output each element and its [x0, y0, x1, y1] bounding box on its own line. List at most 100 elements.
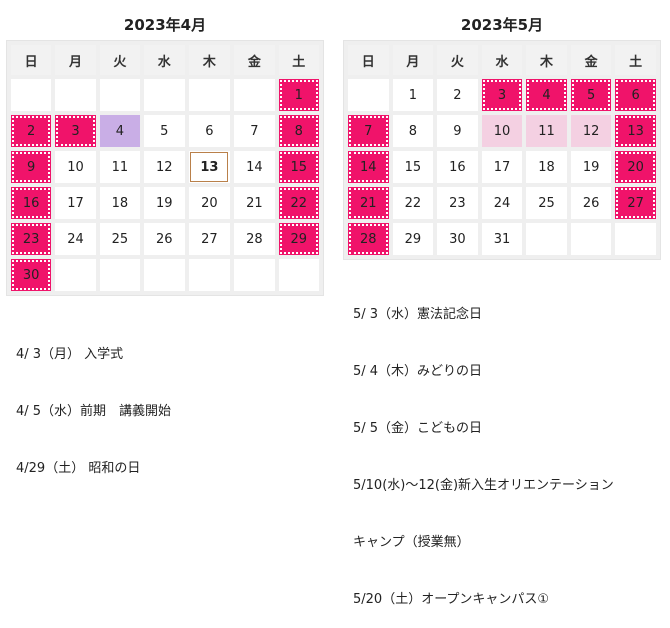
day-cell-event[interactable]: 10: [481, 115, 523, 147]
day-cell-holiday[interactable]: 4: [526, 79, 567, 111]
day-cell[interactable]: 17: [55, 187, 96, 219]
day-cell-holiday[interactable]: 6: [615, 79, 656, 111]
day-cell[interactable]: 23: [437, 187, 478, 219]
event-notes-april: 4/ 3（月） 入学式 4/ 5（水）前期 講義開始 4/29（土） 昭和の日: [16, 307, 171, 497]
day-cell-holiday[interactable]: 2: [11, 115, 52, 147]
day-cell-holiday[interactable]: 23: [11, 223, 52, 255]
day-cell-holiday[interactable]: 1: [278, 79, 319, 111]
day-cell: [11, 79, 52, 111]
day-cell[interactable]: 19: [144, 187, 185, 219]
event-note: 4/ 5（水）前期 講義開始: [16, 404, 172, 419]
day-cell[interactable]: 18: [99, 187, 141, 219]
weekday-tue: 火: [437, 45, 478, 75]
day-cell[interactable]: 7: [234, 115, 275, 147]
day-cell[interactable]: 19: [570, 151, 612, 183]
event-note: 5/10(水)～12(金)新入生オリエンテーション: [353, 478, 614, 493]
day-cell-holiday[interactable]: 15: [278, 151, 319, 183]
day-cell[interactable]: 26: [570, 187, 612, 219]
day-cell: [144, 79, 185, 111]
weekday-wed: 水: [144, 45, 185, 75]
day-cell-holiday[interactable]: 16: [11, 187, 52, 219]
weekday-wed: 水: [481, 45, 523, 75]
day-cell[interactable]: 22: [392, 187, 434, 219]
day-cell-holiday[interactable]: 8: [278, 115, 319, 147]
day-cell[interactable]: 12: [144, 151, 185, 183]
week-row: 7 8 9 10 11 12 13: [348, 115, 656, 147]
week-row: 1: [11, 79, 319, 111]
day-cell[interactable]: 25: [99, 223, 141, 255]
day-cell-event[interactable]: 11: [526, 115, 567, 147]
day-cell-holiday[interactable]: 30: [11, 259, 52, 291]
weekday-header-row: 日 月 火 水 木 金 土: [348, 45, 656, 75]
day-cell[interactable]: 1: [392, 79, 434, 111]
day-cell-holiday[interactable]: 13: [615, 115, 656, 147]
week-row: 14 15 16 17 18 19 20: [348, 151, 656, 183]
day-cell-holiday[interactable]: 7: [348, 115, 389, 147]
day-cell[interactable]: 10: [55, 151, 96, 183]
weekday-sat: 土: [278, 45, 319, 75]
day-cell-holiday[interactable]: 9: [11, 151, 52, 183]
week-row: 1 2 3 4 5 6: [348, 79, 656, 111]
day-cell-holiday[interactable]: 5: [570, 79, 612, 111]
day-cell-today[interactable]: 13: [188, 151, 231, 183]
day-cell-holiday[interactable]: 27: [615, 187, 656, 219]
event-notes-may: 5/ 3（水）憲法記念日 5/ 4（木）みどりの日 5/ 5（金）こどもの日 5…: [353, 267, 614, 628]
day-cell[interactable]: 27: [188, 223, 231, 255]
event-note: 5/20（土）オープンキャンパス①: [353, 592, 550, 607]
day-cell-holiday[interactable]: 28: [348, 223, 389, 255]
day-cell[interactable]: 21: [234, 187, 275, 219]
day-cell[interactable]: 11: [99, 151, 141, 183]
day-cell: [615, 223, 656, 255]
day-cell[interactable]: 20: [188, 187, 231, 219]
weekday-thu: 木: [188, 45, 231, 75]
event-note: 5/ 4（木）みどりの日: [353, 364, 483, 379]
day-cell[interactable]: 24: [481, 187, 523, 219]
day-cell-holiday[interactable]: 21: [348, 187, 389, 219]
weekday-sat: 土: [615, 45, 656, 75]
day-cell: [526, 223, 567, 255]
weekday-mon: 月: [392, 45, 434, 75]
event-note: 5/ 5（金）こどもの日: [353, 421, 483, 436]
day-cell[interactable]: 18: [526, 151, 567, 183]
day-cell-holiday[interactable]: 14: [348, 151, 389, 183]
day-cell[interactable]: 9: [437, 115, 478, 147]
day-cell[interactable]: 31: [481, 223, 523, 255]
day-cell[interactable]: 30: [437, 223, 478, 255]
week-row: 30: [11, 259, 319, 291]
day-cell: [188, 79, 231, 111]
day-cell[interactable]: 17: [481, 151, 523, 183]
day-cell[interactable]: 25: [526, 187, 567, 219]
day-cell: [278, 259, 319, 291]
weekday-fri: 金: [570, 45, 612, 75]
day-cell: [188, 259, 231, 291]
day-cell-holiday[interactable]: 3: [481, 79, 523, 111]
day-cell-holiday[interactable]: 22: [278, 187, 319, 219]
weekday-sun: 日: [11, 45, 52, 75]
day-cell[interactable]: 6: [188, 115, 231, 147]
day-cell: [234, 79, 275, 111]
event-note: 5/ 3（水）憲法記念日: [353, 307, 483, 322]
day-cell[interactable]: 15: [392, 151, 434, 183]
event-note: 4/ 3（月） 入学式: [16, 347, 124, 362]
day-cell-event[interactable]: 12: [570, 115, 612, 147]
day-cell[interactable]: 24: [55, 223, 96, 255]
day-cell[interactable]: 8: [392, 115, 434, 147]
day-cell: [234, 259, 275, 291]
weekday-thu: 木: [526, 45, 567, 75]
day-cell[interactable]: 29: [392, 223, 434, 255]
day-cell[interactable]: 28: [234, 223, 275, 255]
day-cell-event[interactable]: 4: [99, 115, 141, 147]
day-cell-holiday[interactable]: 20: [615, 151, 656, 183]
month-title-may: 2023年5月: [460, 16, 544, 34]
day-cell[interactable]: 2: [437, 79, 478, 111]
week-row: 9 10 11 12 13 14 15: [11, 151, 319, 183]
day-cell-holiday[interactable]: 3: [55, 115, 96, 147]
day-cell[interactable]: 26: [144, 223, 185, 255]
week-row: 21 22 23 24 25 26 27: [348, 187, 656, 219]
day-cell[interactable]: 14: [234, 151, 275, 183]
day-cell[interactable]: 16: [437, 151, 478, 183]
day-cell-holiday[interactable]: 29: [278, 223, 319, 255]
week-row: 28 29 30 31: [348, 223, 656, 255]
week-row: 2 3 4 5 6 7 8: [11, 115, 319, 147]
day-cell[interactable]: 5: [144, 115, 185, 147]
